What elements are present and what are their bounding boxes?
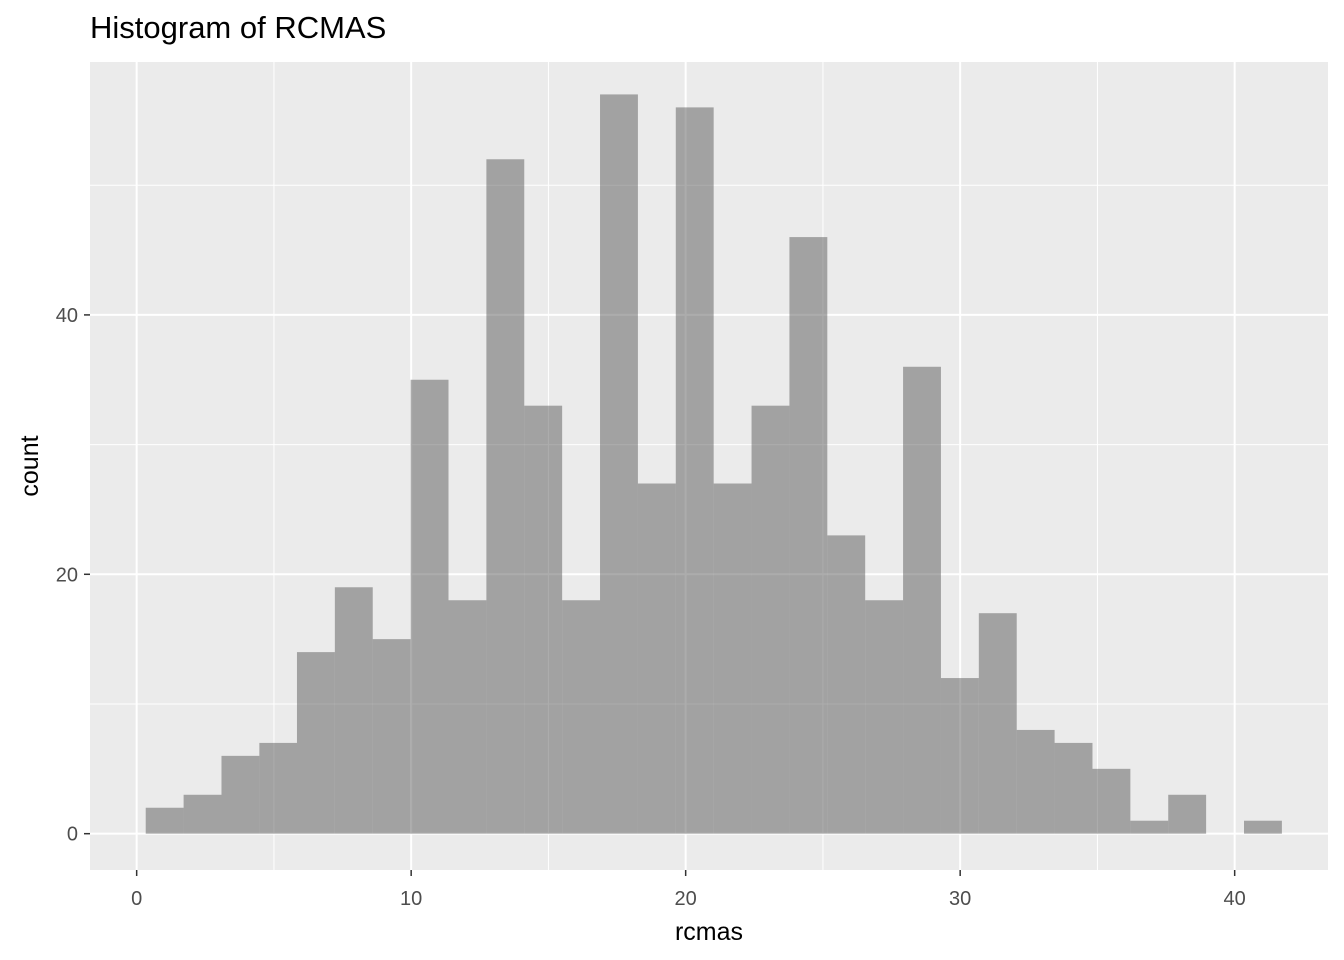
x-tick-label: 30 [949,888,971,910]
axis-ticks [84,314,1236,876]
histogram-bar [524,405,563,834]
histogram-bar [334,587,373,834]
histogram-bar [372,639,411,834]
histogram-bar [903,366,941,834]
histogram-bar [448,600,487,834]
histogram-bar [713,483,752,834]
histogram-bar [259,742,297,834]
y-tick-label: 20 [56,564,78,586]
histogram-bar [827,535,866,834]
histogram-bar [1092,768,1131,834]
histogram-bar [1244,820,1282,834]
chart-title: Histogram of RCMAS [90,10,387,45]
histogram-bar [751,405,790,834]
histogram-bar [637,483,676,834]
histogram-bar [562,600,601,834]
histogram-bar [1130,820,1169,834]
histogram-bar [789,237,828,834]
histogram-bar [1168,794,1207,834]
histogram-bar [410,379,449,834]
histogram-bar [296,652,335,834]
x-tick-label: 10 [400,888,422,910]
histogram-bar [183,794,222,834]
histogram-bar [978,613,1017,834]
y-tick-label: 0 [67,824,78,846]
x-axis-title: rcmas [675,918,743,946]
histogram-bars [145,94,1282,834]
histogram-bar [675,107,714,834]
y-tick-label: 40 [56,305,78,327]
histogram-bar [600,94,638,834]
histogram-bar [1016,729,1055,834]
x-tick-label: 20 [675,888,697,910]
histogram-bar [1054,742,1093,834]
tick-labels: 0 10 20 30 40 0 20 40 [56,305,1246,910]
histogram-bar [145,807,184,834]
x-tick-label: 40 [1224,888,1246,910]
x-tick-label: 0 [131,888,142,910]
histogram-bar [940,678,979,834]
histogram-bar [486,159,525,834]
y-axis-title: count [16,435,44,496]
histogram-bar [221,755,260,834]
histogram-bar [865,600,904,834]
